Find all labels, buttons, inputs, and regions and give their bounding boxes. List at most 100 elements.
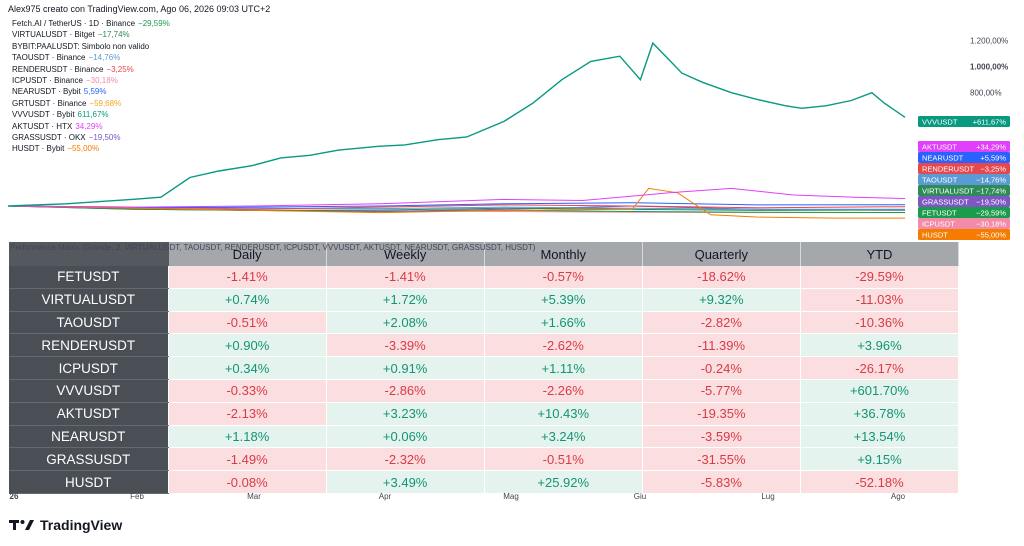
table-cell: -31.55% (642, 447, 801, 472)
legend-change: 611,67% (77, 110, 109, 120)
price-tick-label: 800,00% (970, 89, 1002, 98)
price-badges: VVVUSDT +611,67% AKTUSDT +34,29% NEARUSDT +5,… (918, 116, 1010, 240)
legend-item[interactable]: VIRTUALUSDT · Bitget −17,74% (12, 29, 170, 40)
table-cell: +9.15% (800, 447, 960, 472)
price-badge-bg (918, 174, 1010, 185)
table-cell: +2.08% (326, 311, 485, 335)
legend-item[interactable]: AKTUSDT · HTX 34,29% (12, 121, 170, 132)
table-cell: +3.23% (326, 402, 485, 426)
price-axis: 1.200,00% 1.000,00% 800,00% (970, 37, 1008, 98)
legend-item[interactable]: RENDERUSDT · Binance −3,25% (12, 64, 170, 75)
legend-label: GRASSUSDT · OKX (12, 133, 86, 143)
price-badge-bg (918, 207, 1010, 218)
table-cell: -2.82% (642, 311, 801, 335)
table-cell: -11.39% (642, 333, 801, 358)
price-badge-value: −55,00% (976, 231, 1006, 240)
price-chart[interactable]: 1.200,00% 1.000,00% 800,00% VVVUSDT +611,67… (0, 0, 1024, 240)
chart-legend: Fetch.AI / TetherUS · 1D · Binance −29,59… (12, 18, 170, 155)
price-badge-label: ICPUSDT (922, 220, 955, 229)
table-cell: +1.66% (484, 311, 643, 335)
table-cell: +3.96% (800, 333, 960, 358)
price-badge: GRASSUSDT −19,50% (918, 196, 1010, 207)
tradingview-logo-icon (9, 520, 34, 530)
table-cell: -0.51% (484, 447, 643, 472)
legend-item[interactable]: VVVUSDT · Bybit 611,67% (12, 109, 170, 120)
price-badge-bg (918, 196, 1010, 207)
performance-matrix: Daily Weekly Monthly Quarterly YTD FETUSDT -1… (9, 242, 960, 494)
table-row: ICPUSDT +0.34% +0.91% +1.11% -0.24% -26.17% (9, 356, 960, 380)
table-cell: -3.39% (326, 333, 485, 358)
series-line-aktusdt (7, 187, 906, 208)
table-cell: -5.77% (642, 379, 801, 403)
table-cell: +3.49% (326, 470, 485, 494)
legend-label: ICPUSDT · Binance (12, 76, 83, 86)
price-badge-value: −17,74% (976, 187, 1006, 196)
table-cell: -0.08% (168, 470, 327, 494)
price-badge-value: −3,25% (980, 165, 1006, 174)
table-cell: +1.11% (484, 356, 643, 380)
table-cell: +0.90% (168, 333, 327, 358)
legend-label: NEARUSDT · Bybit (12, 87, 81, 97)
column-header: Weekly (326, 242, 485, 266)
legend-item[interactable]: ICPUSDT · Binance −30,18% (12, 75, 170, 86)
table-row: HUSDT -0.08% +3.49% +25.92% -5.83% -52.18% (9, 470, 960, 494)
table-cell: +0.91% (326, 356, 485, 380)
price-badge-label: AKTUSDT (922, 143, 957, 152)
series-line-virtualusdt (7, 205, 906, 211)
price-badge: TAOUSDT −14,76% (918, 174, 1010, 185)
price-badge-value: −19,50% (976, 198, 1006, 207)
legend-item[interactable]: NEARUSDT · Bybit 5,59% (12, 86, 170, 97)
series-line-nearusdt (7, 202, 906, 209)
table-cell: +0.06% (326, 425, 485, 449)
table-cell: -5.83% (642, 470, 801, 494)
legend-item[interactable]: GRTUSDT · Binance −59,68% (12, 98, 170, 109)
series-line-vvvusdt (7, 41, 906, 207)
legend-item[interactable]: GRASSUSDT · OKX −19,50% (12, 132, 170, 143)
legend-item[interactable]: TAOUSDT · Binance −14,76% (12, 52, 170, 63)
price-badge: RENDERUSDT −3,25% (918, 163, 1010, 174)
series-line-husdt (7, 187, 905, 219)
column-header: Daily (168, 242, 327, 266)
table-cell: +10.43% (484, 402, 643, 426)
legend-label: HUSDT · Bybit (12, 144, 65, 154)
table-header-row: Daily Weekly Monthly Quarterly YTD (9, 242, 960, 266)
legend-label: VVVUSDT · Bybit (12, 110, 75, 120)
table-cell: +1.72% (326, 288, 485, 312)
matrix-title: Performance Matrix (Grande, 2, VIRTUALUS… (10, 243, 536, 252)
table-cell: +13.54% (800, 425, 960, 449)
table-cell: -26.17% (800, 356, 960, 380)
table-body: FETUSDT -1.41% -1.41% -0.57% -18.62% -29.59% V… (9, 266, 960, 494)
column-header: YTD (800, 242, 960, 266)
table-cell: -18.62% (642, 266, 801, 289)
price-badge-value: −30,18% (976, 220, 1006, 229)
table-cell: -1.41% (326, 266, 485, 289)
legend-item[interactable]: Fetch.AI / TetherUS · 1D · Binance −29,59… (12, 18, 170, 29)
legend-item[interactable]: HUSDT · Bybit −55,00% (12, 143, 170, 154)
price-badge-value: +5,59% (980, 154, 1006, 163)
table-cell: -52.18% (800, 470, 960, 494)
table-row: AKTUSDT -2.13% +3.23% +10.43% -19.35% +36.78% (9, 402, 960, 426)
table-cell: -2.26% (484, 379, 643, 403)
row-symbol: ICPUSDT (9, 356, 169, 380)
table-cell: -10.36% (800, 311, 960, 335)
table-row: VIRTUALUSDT +0.74% +1.72% +5.39% +9.32% -11.0… (9, 288, 960, 312)
row-symbol: AKTUSDT (9, 402, 169, 426)
table-row: RENDERUSDT +0.90% -3.39% -2.62% -11.39% +3.96… (9, 333, 960, 358)
price-badge-value: +34,29% (976, 143, 1006, 152)
price-badge-label: GRASSUSDT (922, 198, 969, 207)
price-badge: AKTUSDT +34,29% (918, 141, 1010, 152)
legend-item[interactable]: BYBIT:PAALUSDT: Simbolo non valido (12, 41, 170, 52)
price-badge: FETUSDT −29,59% (918, 207, 1010, 218)
table-cell: +25.92% (484, 470, 643, 494)
table-cell: -2.86% (326, 379, 485, 403)
legend-change: −55,00% (67, 144, 100, 154)
table-cell: +5.39% (484, 288, 643, 312)
price-tick-label: 1.000,00% (970, 63, 1008, 72)
table-row: NEARUSDT +1.18% +0.06% +3.24% -3.59% +13.54% (9, 425, 960, 449)
row-symbol: FETUSDT (9, 266, 169, 289)
price-badge-bg (918, 218, 1010, 229)
column-header: Quarterly (642, 242, 801, 266)
legend-change: −29,59% (138, 19, 170, 28)
time-axis-label: Lug (761, 492, 775, 501)
price-badge-bg (918, 185, 1010, 196)
